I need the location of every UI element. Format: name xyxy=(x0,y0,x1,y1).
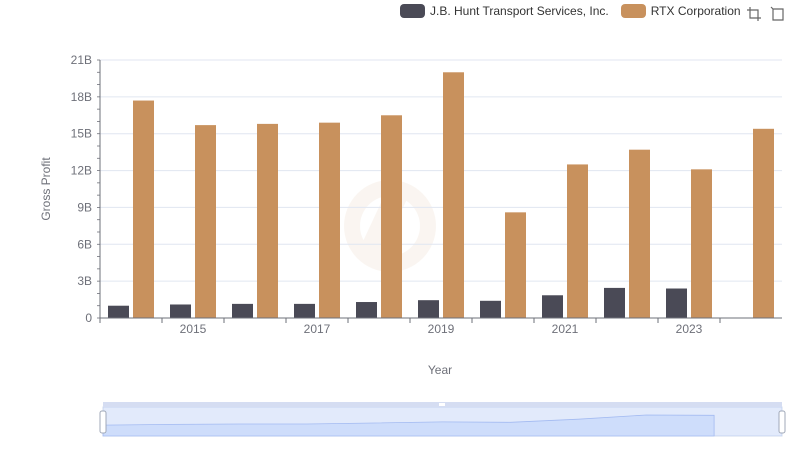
bar-rtx-2021[interactable] xyxy=(567,164,588,318)
legend: J.B. Hunt Transport Services, Inc. RTX C… xyxy=(400,4,753,18)
legend-item-rtx[interactable]: RTX Corporation xyxy=(620,4,741,18)
y-tick-label: 12B xyxy=(71,164,92,178)
y-tick-label: 21B xyxy=(71,53,92,67)
bar-rtx-2017[interactable] xyxy=(319,122,340,319)
bar-rtx-2014[interactable] xyxy=(133,100,154,319)
x-tick-label: 2015 xyxy=(180,322,207,336)
bars-group[interactable] xyxy=(108,72,774,319)
x-axis-label: Year xyxy=(428,363,452,377)
bar-jb-hunt-2023[interactable] xyxy=(666,288,687,318)
x-tick-label: 2017 xyxy=(304,322,331,336)
data-zoom-slider[interactable] xyxy=(99,402,786,437)
bar-rtx-2022[interactable] xyxy=(629,149,650,318)
bar-rtx-2020[interactable] xyxy=(505,212,526,318)
y-tick-label: 6B xyxy=(77,237,92,251)
bar-jb-hunt-2015[interactable] xyxy=(170,304,191,318)
legend-swatch-jb-hunt xyxy=(400,4,425,18)
zoom-grip[interactable] xyxy=(439,403,445,406)
bar-rtx-2019[interactable] xyxy=(443,72,464,319)
zoom-selected-range[interactable] xyxy=(103,407,782,436)
legend-label-rtx: RTX Corporation xyxy=(650,4,741,18)
zoom-icon[interactable] xyxy=(746,6,762,22)
bar-jb-hunt-2014[interactable] xyxy=(108,305,129,318)
bar-jb-hunt-2021[interactable] xyxy=(542,295,563,318)
x-tick-label: 2019 xyxy=(428,322,455,336)
x-axis: 2015 2017 2019 2021 2023 xyxy=(99,317,782,336)
toolbox xyxy=(746,6,786,22)
bar-jb-hunt-2019[interactable] xyxy=(418,300,439,318)
bar-rtx-2016[interactable] xyxy=(257,123,278,318)
y-tick-label: 15B xyxy=(71,127,92,141)
y-tick-label: 9B xyxy=(77,200,92,214)
legend-item-jb-hunt[interactable]: J.B. Hunt Transport Services, Inc. xyxy=(400,4,609,18)
bar-jb-hunt-2016[interactable] xyxy=(232,303,253,318)
zoom-handle-right[interactable] xyxy=(778,410,786,434)
bar-rtx-2015[interactable] xyxy=(195,125,216,318)
bar-jb-hunt-2017[interactable] xyxy=(294,303,315,318)
legend-swatch-rtx xyxy=(620,4,646,18)
bar-rtx-2023[interactable] xyxy=(691,169,712,318)
bar-jb-hunt-2018[interactable] xyxy=(356,302,377,318)
restore-icon[interactable] xyxy=(770,6,786,22)
y-axis-ticks: 0 3B 6B 9B 12B 15B 18B 21B xyxy=(71,53,101,325)
bar-rtx-2024[interactable] xyxy=(753,128,774,318)
x-tick-label: 2023 xyxy=(676,322,703,336)
y-tick-label: 3B xyxy=(77,274,92,288)
bar-jb-hunt-2020[interactable] xyxy=(480,300,501,318)
y-tick-label: 0 xyxy=(85,311,92,325)
bar-jb-hunt-2022[interactable] xyxy=(604,287,625,318)
bar-rtx-2018[interactable] xyxy=(381,115,402,319)
x-tick-label: 2021 xyxy=(552,322,579,336)
zoom-series-shadow xyxy=(102,414,715,437)
legend-label-jb-hunt: J.B. Hunt Transport Services, Inc. xyxy=(430,4,609,18)
zoom-handle-left[interactable] xyxy=(99,410,107,434)
y-tick-label: 18B xyxy=(71,90,92,104)
y-axis-label: Gross Profit xyxy=(39,157,53,221)
